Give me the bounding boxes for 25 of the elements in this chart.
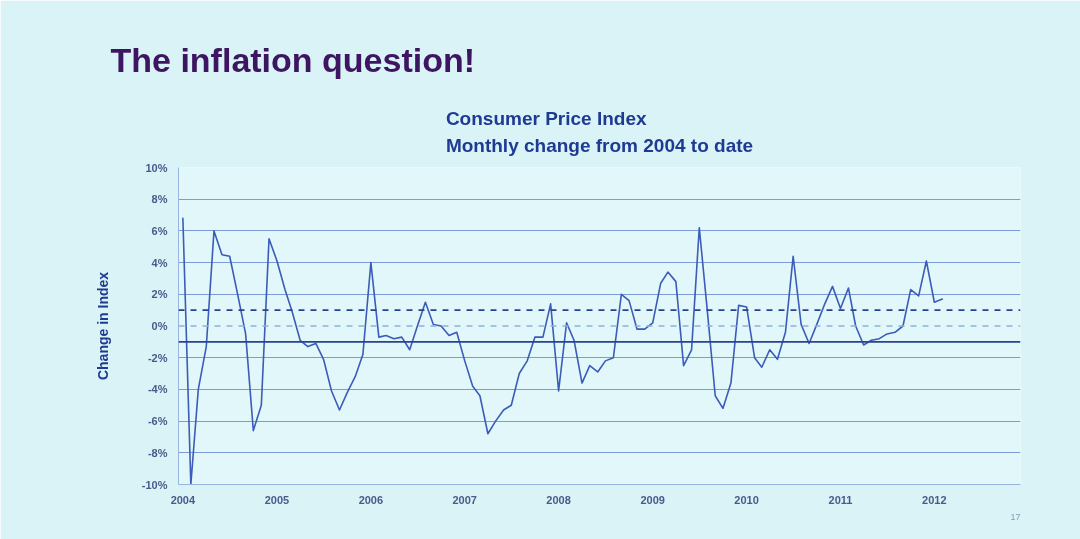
y-tick-label: 8%: [151, 193, 168, 206]
y-tick-label: -8%: [147, 446, 168, 459]
y-tick-label: 10%: [145, 161, 168, 174]
x-tick-label: 2006: [358, 493, 384, 506]
x-tick-label: 2008: [546, 493, 571, 506]
x-tick-label: 2012: [922, 493, 947, 506]
y-tick-label: -4%: [147, 383, 168, 396]
chart-title: The inflation question!: [110, 41, 476, 79]
line-series: [182, 217, 944, 485]
y-tick-label: 6%: [151, 224, 168, 237]
y-tick-label: 4%: [151, 256, 168, 269]
chart-subtitle: Consumer Price Index Monthly change from 2004 to date: [445, 108, 754, 157]
y-tick-label: -6%: [147, 415, 168, 428]
text: 17: [1010, 511, 1021, 522]
y-tick-label: -2%: [147, 351, 168, 364]
x-tick-label: 2011: [828, 493, 853, 506]
x-tick-label: 2007: [452, 493, 477, 506]
x-tick-label: 2009: [640, 493, 665, 506]
x-tick-label: 2005: [264, 493, 290, 506]
y-axis-title: Change in Index: [94, 271, 111, 381]
x-tick-label: 2010: [734, 493, 759, 506]
y-tick-label: -10%: [141, 478, 168, 491]
y-tick-label: 0%: [151, 320, 168, 332]
y-tick-label: 2%: [151, 288, 168, 301]
x-tick-label: 2004: [170, 493, 196, 506]
